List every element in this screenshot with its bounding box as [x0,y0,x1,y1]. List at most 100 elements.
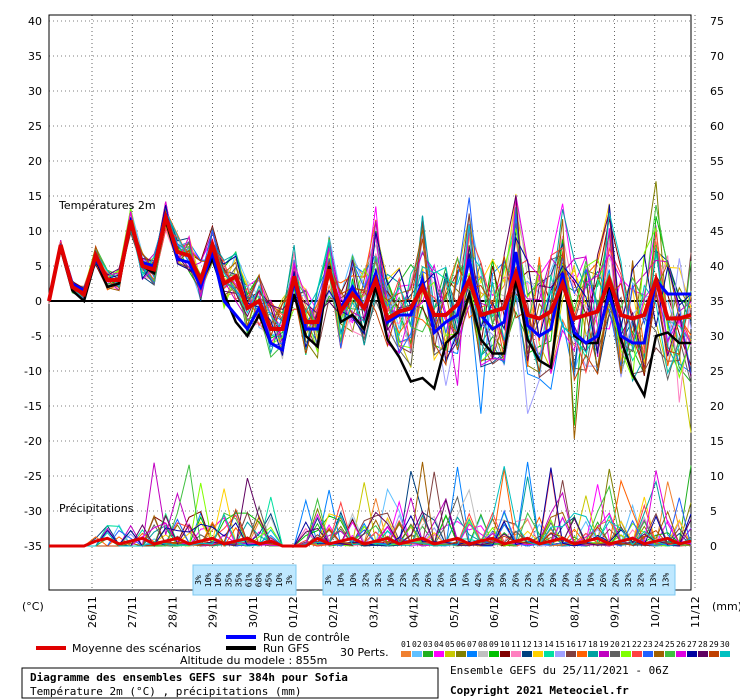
pert-swatch [434,651,444,657]
pert-number: 13 [533,640,543,649]
snow-percent-bands: 3% 10% 10% 35% 35% 61% 68% 45% 10% 3% 3% 10% 10% 32% 3… [192,564,676,596]
pert-swatch [555,651,565,657]
snow-b-percent: 42% [474,573,483,588]
pert-number: 08 [478,640,488,649]
chart-subtitle: Température 2m (°C) , précipitations (mm… [30,685,302,698]
snow-a-percent: 10% [275,573,284,588]
pert-number: 18 [588,640,598,649]
pert-number: 24 [654,640,664,649]
snow-b-percent: 10% [349,573,358,588]
date-label: 27/11 [126,596,139,628]
pert-number: 19 [599,640,609,649]
pert-swatch [709,651,719,657]
main-series [47,209,692,548]
snow-a-percent: 3% [194,575,203,585]
pert-number: 21 [621,640,631,649]
copyright: Copyright 2021 Meteociel.fr [450,684,629,697]
pert-number: 12 [522,640,532,649]
pert-swatch [588,651,598,657]
date-label: 06/12 [488,596,501,628]
pert-swatch [544,651,554,657]
snow-a-percent: 10% [204,573,213,588]
left-tick-label: -15 [24,400,42,413]
pert-number: 28 [698,640,708,649]
snow-b-percent: 23% [524,573,533,588]
pert-swatch [610,651,620,657]
snow-b-percent: 39% [487,573,496,588]
date-label: 11/12 [689,596,702,628]
date-label: 26/11 [86,596,99,628]
pert-swatch [522,651,532,657]
snow-b-percent: 26% [612,573,621,588]
right-tick-label: 25 [710,365,724,378]
left-tick-label: 5 [35,260,42,273]
pert-swatch [643,651,653,657]
right-tick-label: 5 [710,505,717,518]
snow-b-percent: 23% [399,573,408,588]
pert-swatch [533,651,543,657]
snow-b-percent: 26% [512,573,521,588]
pert-number: 10 [500,640,510,649]
pert-swatch [654,651,664,657]
section-precip-label: Précipitations [59,502,134,515]
right-tick-label: 75 [710,15,724,28]
left-tick-label: 35 [28,50,42,63]
right-unit: (mm) [712,600,740,613]
pert-number: 17 [577,640,587,649]
right-tick-label: 50 [710,190,724,203]
pert-swatch [500,651,510,657]
snow-a-percent: 35% [224,573,233,588]
left-tick-label: 10 [28,225,42,238]
pert-swatch [445,651,455,657]
section-temp-label: Températures 2m [58,199,156,212]
left-tick-label: -25 [24,470,42,483]
pert-swatch [456,651,466,657]
pert-number: 27 [687,640,697,649]
pert-number: 30 [720,640,730,649]
snow-b-percent: 32% [374,573,383,588]
pert-number: 11 [511,640,521,649]
date-label: 10/12 [649,596,662,628]
left-tick-label: 0 [35,295,42,308]
pert-number: 05 [445,640,455,649]
precip-line-28 [49,477,692,548]
date-label: 07/12 [528,596,541,628]
right-tick-label: 60 [710,120,724,133]
series-line-0 [47,209,692,331]
perts-label: 30 Perts. [340,646,389,659]
snow-b-percent: 39% [499,573,508,588]
snow-b-percent: 16% [387,573,396,588]
right-tick-label: 0 [710,540,717,553]
left-tick-label: 25 [28,120,42,133]
date-label: 04/12 [408,596,421,628]
left-tick-label: -10 [24,365,42,378]
snow-b-percent: 13% [662,573,671,588]
chart-title: Diagramme des ensembles GEFS sur 384h po… [30,671,348,684]
right-tick-label: 40 [710,260,724,273]
pert-number: 01 [401,640,411,649]
snow-b-percent: 32% [362,573,371,588]
left-axis: 40 35 30 25 20 15 10 5 0 -5 -10 -15 -20 -25 -30 -35 [24,15,42,553]
legend-mean-label: Moyenne des scénarios [72,642,201,655]
left-tick-label: 20 [28,155,42,168]
left-tick-label: 30 [28,85,42,98]
pert-swatch [687,651,697,657]
snow-a-percent: 35% [234,573,243,588]
snow-b-percent: 32% [624,573,633,588]
snow-a-band [192,564,297,596]
date-label: 30/11 [247,596,260,628]
pert-legend: 01 02 03 04 05 06 07 08 09 10 11 12 13 14 15 16 17 18 19 20… [401,640,730,657]
right-tick-label: 35 [710,295,724,308]
snow-b-percent: 23% [412,573,421,588]
snow-b-percent: 13% [649,573,658,588]
pert-swatch [478,651,488,657]
pert-swatch [632,651,642,657]
date-label: 05/12 [448,596,461,628]
pert-swatch [621,651,631,657]
pert-number: 09 [489,640,499,649]
legend-gfs-label: Run GFS [263,642,309,655]
date-label: 28/11 [166,596,179,628]
pert-swatch [489,651,499,657]
pert-swatch [599,651,609,657]
